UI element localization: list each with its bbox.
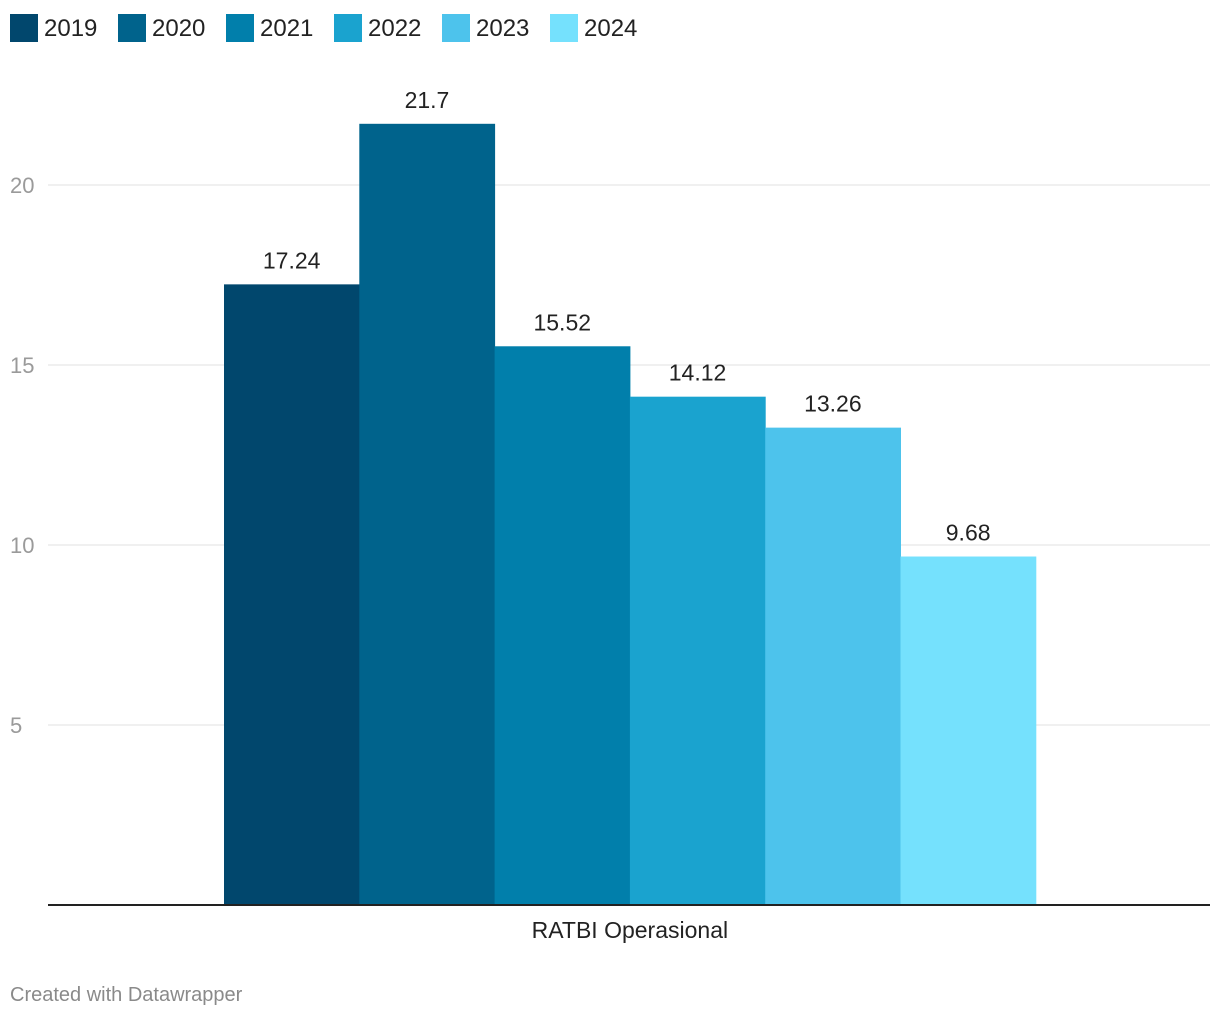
x-axis: RATBI Operasional bbox=[48, 904, 1210, 943]
legend-label-2019: 2019 bbox=[44, 15, 97, 42]
legend-label-2020: 2020 bbox=[152, 15, 205, 42]
value-label-2020: 21.7 bbox=[405, 87, 450, 113]
legend-label-2023: 2023 bbox=[476, 15, 529, 42]
bar-2024 bbox=[900, 556, 1037, 905]
bar-2022 bbox=[629, 396, 766, 905]
y-tick-label-10: 10 bbox=[10, 533, 34, 558]
bar-2023 bbox=[765, 427, 901, 905]
credit-text: Created with Datawrapper bbox=[10, 984, 243, 1006]
legend-swatch-2023 bbox=[442, 14, 470, 42]
value-label-2021: 15.52 bbox=[533, 309, 591, 335]
legend-swatch-2022 bbox=[334, 14, 362, 42]
bars bbox=[224, 123, 1037, 906]
legend-label-2021: 2021 bbox=[260, 15, 313, 42]
value-label-2019: 17.24 bbox=[263, 247, 321, 273]
value-label-2022: 14.12 bbox=[669, 360, 727, 386]
value-labels: 17.24 21.7 15.52 14.12 13.26 9.68 bbox=[263, 87, 991, 546]
bar-2021 bbox=[494, 346, 631, 905]
value-label-2024: 9.68 bbox=[946, 520, 991, 546]
x-category-label: RATBI Operasional bbox=[532, 917, 728, 943]
legend-label-2024: 2024 bbox=[584, 15, 637, 42]
legend: 2019 2020 2021 2022 2023 2024 bbox=[10, 14, 637, 42]
y-tick-label-20: 20 bbox=[10, 173, 34, 198]
legend-swatch-2019 bbox=[10, 14, 38, 42]
y-tick-label-5: 5 bbox=[10, 713, 22, 738]
bar-2020 bbox=[359, 123, 496, 906]
bar-2019 bbox=[224, 284, 360, 905]
legend-swatch-2021 bbox=[226, 14, 254, 42]
legend-swatch-2020 bbox=[118, 14, 146, 42]
legend-swatch-2024 bbox=[550, 14, 578, 42]
legend-label-2022: 2022 bbox=[368, 15, 421, 42]
value-label-2023: 13.26 bbox=[804, 391, 862, 417]
y-tick-label-15: 15 bbox=[10, 353, 34, 378]
